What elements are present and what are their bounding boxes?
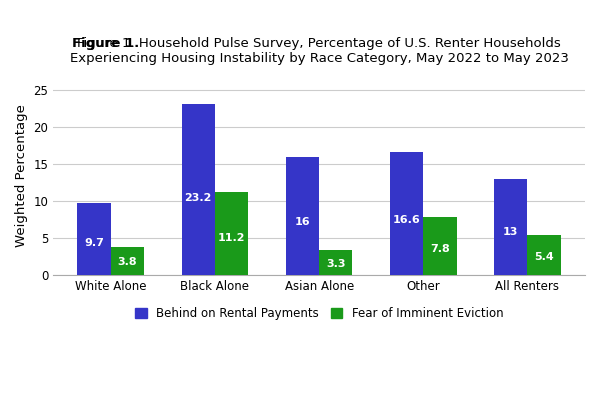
Y-axis label: Weighted Percentage: Weighted Percentage [15,104,28,247]
Bar [527,235,561,275]
Title: Figure 1. Household Pulse Survey, Percentage of U.S. Renter Households
Experienc: Figure 1. Household Pulse Survey, Percen… [70,37,569,64]
Text: 16: 16 [295,217,310,226]
Text: Figure 1.: Figure 1. [73,37,140,50]
Bar [390,152,424,275]
Text: 7.8: 7.8 [430,244,450,254]
Bar [424,217,457,275]
Text: 5.4: 5.4 [534,252,554,262]
Legend: Behind on Rental Payments, Fear of Imminent Eviction: Behind on Rental Payments, Fear of Immin… [130,302,508,325]
Text: 9.7: 9.7 [84,237,104,247]
Text: 3.8: 3.8 [118,257,137,267]
Text: 16.6: 16.6 [393,215,421,224]
Text: Figure 1.: Figure 1. [0,402,1,403]
Text: Experiencing Housing Instability by Race Category, May 2022 to May 2023: Experiencing Housing Instability by Race… [0,402,1,403]
Text: 23.2: 23.2 [185,193,212,203]
Text: Figure 1. Household Pulse Survey, Percentage of U.S. Renter Households: Figure 1. Household Pulse Survey, Percen… [0,402,1,403]
Bar [494,179,527,275]
Bar [319,250,352,275]
Text: 3.3: 3.3 [326,259,346,269]
Bar [215,192,248,275]
Text: 11.2: 11.2 [218,233,245,243]
Bar [111,247,144,275]
Text: Figure 1.: Figure 1. [0,402,1,403]
Bar [182,104,215,275]
Bar [77,203,111,275]
Bar [286,157,319,275]
Text: Figure 1.: Figure 1. [0,402,1,403]
Text: 13: 13 [503,226,518,237]
